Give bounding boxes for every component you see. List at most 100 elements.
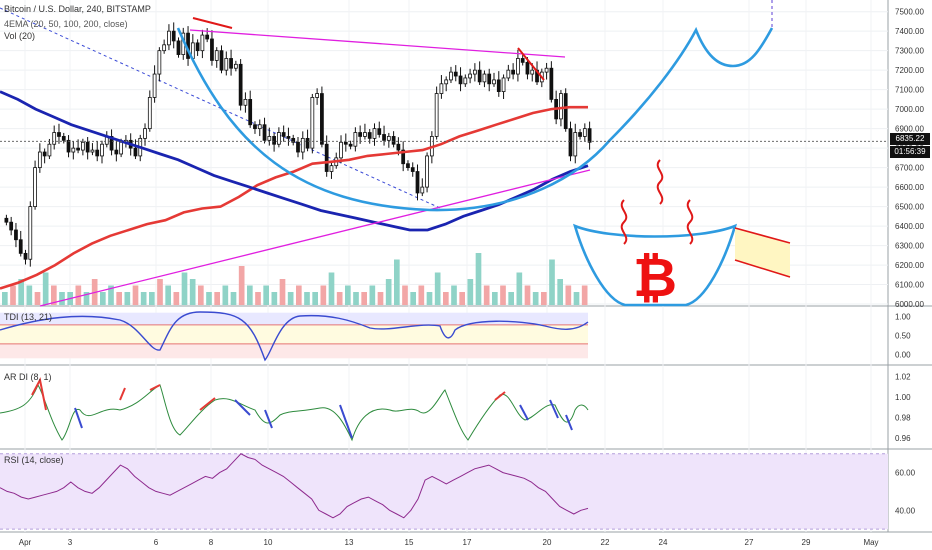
rsi-tick-label: 40.00	[895, 506, 916, 515]
projection-flag	[735, 228, 790, 277]
flag-top-edge	[734, 227, 791, 244]
candle-body	[468, 73, 472, 79]
volume-bar	[181, 272, 188, 305]
flag-bottom-edge	[734, 259, 791, 278]
candle-body	[559, 93, 563, 120]
candle-body	[281, 132, 286, 137]
candle-body	[324, 143, 329, 172]
last-price-tag: 6835.22	[890, 133, 930, 145]
volume-bar	[108, 285, 114, 305]
tdi-upper-band	[0, 312, 588, 325]
vol-legend: Vol (20)	[4, 31, 36, 41]
time-tick-label: May	[863, 538, 878, 547]
candle-body	[501, 77, 506, 93]
price-tick-label: 6600.00	[895, 183, 924, 192]
candle-body	[28, 206, 33, 260]
ardi-highlight-segment	[149, 384, 161, 391]
volume-bar	[312, 292, 318, 305]
candle-body	[496, 79, 501, 93]
volume-bar	[565, 285, 572, 305]
candle-body	[171, 30, 176, 42]
candle-body	[487, 73, 492, 85]
candle-body	[291, 137, 296, 143]
time-tick-label: 22	[601, 538, 610, 547]
volume-bar	[222, 285, 229, 305]
ema-lines	[0, 90, 589, 290]
volume-bar	[451, 285, 457, 305]
candle-body	[296, 141, 300, 153]
volume-bar	[206, 292, 212, 305]
candle-body	[391, 136, 396, 145]
volume-bar	[279, 279, 286, 305]
dashed-trendline	[0, 7, 441, 209]
volume-bar	[336, 292, 343, 305]
candle-body	[449, 71, 453, 81]
candle-body	[382, 134, 386, 141]
candle-body	[396, 143, 401, 151]
candle-body	[33, 167, 37, 207]
ardi-highlight-segment	[565, 414, 573, 431]
candle-body	[176, 40, 181, 55]
price-tick-label: 6000.00	[895, 300, 924, 309]
candle-body	[386, 136, 391, 141]
candle-body	[157, 50, 162, 75]
candle-body	[80, 141, 85, 151]
ardi-highlight-segment	[119, 387, 126, 401]
volume-bar	[532, 292, 539, 305]
volume-bar	[483, 285, 490, 305]
volume-bar	[247, 285, 253, 305]
candle-body	[229, 58, 233, 69]
tdi-legend: TDI (13, 21)	[4, 312, 53, 322]
candle-body	[95, 149, 100, 157]
candle-body	[453, 71, 458, 77]
volume-bar	[345, 285, 351, 305]
candle-body	[195, 42, 200, 52]
candle-body	[578, 132, 582, 137]
candle-body	[61, 136, 66, 141]
candle-body	[143, 128, 147, 139]
volume-bar	[10, 285, 16, 305]
candle-body	[434, 93, 439, 137]
volume-bar	[198, 285, 204, 305]
candle-body	[214, 50, 219, 61]
candle-body	[439, 83, 444, 94]
time-tick-label: 20	[543, 538, 552, 547]
volume-bar	[132, 285, 139, 305]
price-tick-label: 6200.00	[895, 261, 924, 270]
ardi-highlight-segment	[31, 377, 47, 411]
volume-bar	[549, 259, 555, 305]
ardi-highlight-segment	[519, 404, 529, 421]
volume-bar	[492, 292, 498, 305]
price-tick-label: 7400.00	[895, 27, 924, 36]
volume-bar	[434, 272, 441, 305]
candle-body	[253, 124, 257, 130]
volume-bar	[573, 292, 580, 305]
soup-bowl	[572, 223, 738, 307]
tdi-tick-label: 0.00	[895, 351, 911, 360]
volume-bar	[18, 279, 24, 305]
candle-body	[37, 151, 42, 169]
volume-bar	[238, 266, 245, 305]
candle-body	[300, 137, 305, 153]
volume-bar	[508, 292, 514, 305]
volume-bar	[467, 279, 474, 305]
volume-bar	[516, 272, 523, 305]
ardi-tick-label: 1.02	[895, 372, 911, 381]
price-tick-label: 7300.00	[895, 47, 924, 56]
price-tick-label: 6500.00	[895, 203, 924, 212]
candle-body	[133, 147, 138, 157]
candle-body	[310, 97, 315, 149]
cup-and-handle-curve	[176, 26, 774, 212]
resistance-mark-left	[192, 17, 233, 29]
price-tick-label: 7500.00	[895, 8, 924, 17]
candle-body	[320, 93, 324, 145]
volume-bar	[165, 285, 171, 305]
candle-body	[358, 132, 363, 137]
axes: 7500.00 7400.00 7300.00 7200.00 7100.00 7000.…	[0, 8, 924, 547]
candle-body	[167, 30, 171, 46]
candle-body	[420, 186, 425, 194]
candle-body	[401, 149, 406, 165]
volume-bar	[26, 285, 33, 305]
volume-bar	[541, 292, 547, 305]
